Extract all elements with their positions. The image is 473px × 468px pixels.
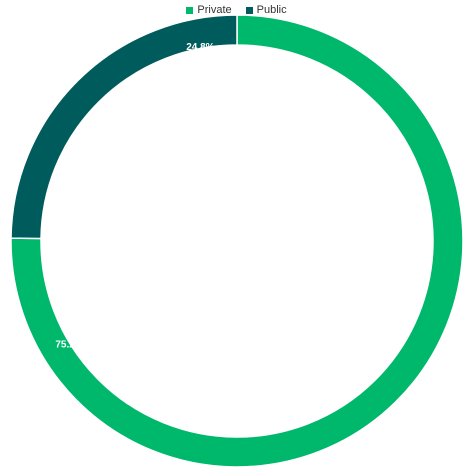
slice-public[interactable] [10, 14, 238, 240]
chart-legend: Private Public [0, 4, 473, 16]
legend-item-private[interactable]: Private [186, 4, 232, 16]
slice-private[interactable] [10, 14, 464, 468]
legend-item-public[interactable]: Public [245, 4, 287, 16]
slice-label-public: 24.8% [186, 42, 214, 53]
legend-label-public: Public [256, 4, 287, 16]
legend-swatch-public [245, 6, 253, 14]
slice-label-private: 75.2% [55, 339, 83, 350]
legend-label-private: Private [197, 4, 232, 16]
legend-swatch-private [186, 6, 194, 14]
